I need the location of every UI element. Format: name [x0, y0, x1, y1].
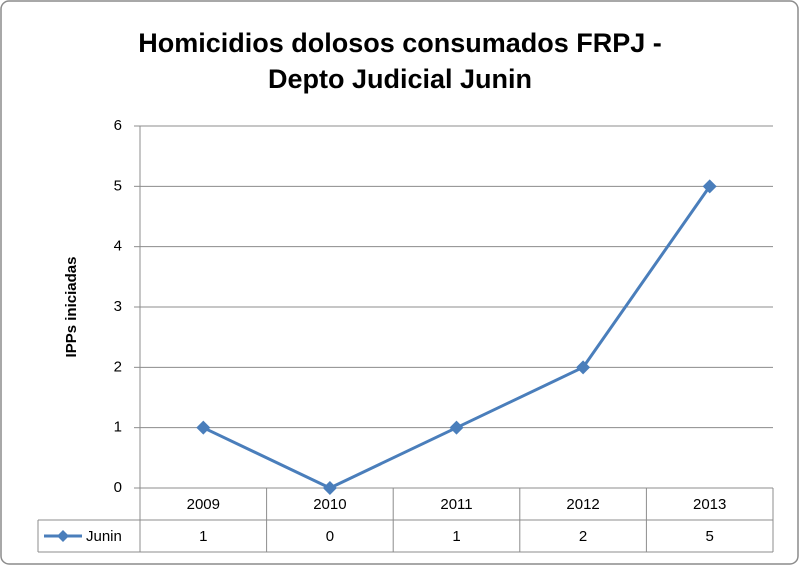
legend-label: Junin	[86, 528, 122, 545]
marker	[322, 481, 337, 495]
marker	[449, 420, 464, 435]
marker	[576, 360, 591, 375]
x-tick-label: 2010	[313, 496, 346, 513]
marker	[702, 179, 717, 194]
y-tick-label: 6	[114, 117, 122, 134]
x-tick-label: 2012	[566, 496, 599, 513]
y-tick-label: 5	[114, 177, 122, 194]
table-value: 0	[326, 528, 334, 545]
table-value: 5	[706, 528, 714, 545]
x-tick-label: 2013	[693, 496, 726, 513]
table-value: 1	[452, 528, 460, 545]
chart-title: Homicidios dolosos consumados FRPJ -	[138, 28, 662, 58]
chart-title: Depto Judicial Junin	[268, 64, 532, 94]
table-value: 2	[579, 528, 587, 545]
table-value: 1	[199, 528, 207, 545]
y-tick-label: 3	[114, 298, 122, 315]
marker	[196, 420, 211, 435]
y-tick-label: 0	[114, 479, 122, 496]
x-tick-label: 2011	[440, 496, 472, 513]
x-tick-label: 2009	[187, 496, 220, 513]
y-axis-label: IPPs iniciadas	[63, 257, 80, 358]
y-tick-label: 4	[114, 238, 122, 255]
y-tick-label: 1	[114, 419, 122, 436]
y-tick-label: 2	[114, 358, 122, 375]
legend-key	[57, 530, 69, 542]
